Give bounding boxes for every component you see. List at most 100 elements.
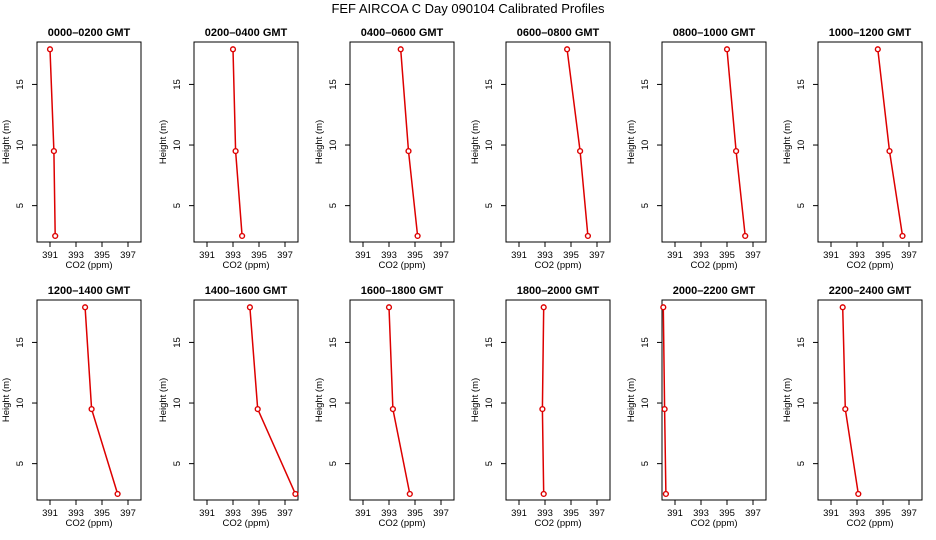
x-tick-label: 397 bbox=[589, 250, 605, 261]
y-axis-label: Height (m) bbox=[470, 120, 481, 164]
plot-frame bbox=[505, 299, 611, 501]
y-tick-label: 5 bbox=[15, 203, 26, 208]
panel-title: 1200–1400 GMT bbox=[48, 285, 131, 297]
x-tick-label: 391 bbox=[42, 508, 58, 519]
x-tick-label: 395 bbox=[875, 250, 891, 261]
x-tick-label: 397 bbox=[901, 250, 917, 261]
x-tick-label: 397 bbox=[745, 250, 761, 261]
x-tick-label: 395 bbox=[407, 508, 423, 519]
plot-frame bbox=[36, 299, 142, 501]
x-tick-label: 395 bbox=[719, 250, 735, 261]
profile-line bbox=[49, 49, 56, 236]
x-axis-label: CO2 (ppm) bbox=[691, 260, 738, 271]
x-tick-label: 391 bbox=[823, 250, 839, 261]
x-tick-label: 395 bbox=[563, 508, 579, 519]
profile-line bbox=[399, 49, 419, 236]
y-axis-label: Height (m) bbox=[158, 120, 169, 164]
x-tick-label: 393 bbox=[537, 250, 553, 261]
y-axis-label: Height (m) bbox=[470, 378, 481, 422]
plot-frame bbox=[505, 41, 611, 243]
x-tick-label: 393 bbox=[225, 508, 241, 519]
x-axis-label: CO2 (ppm) bbox=[535, 260, 582, 271]
panel-title: 2200–2400 GMT bbox=[829, 285, 912, 297]
panel-title: 1800–2000 GMT bbox=[517, 285, 600, 297]
x-tick-label: 395 bbox=[94, 508, 110, 519]
profile-panel: 0600–0800 GMT 391 393 395 397 5 10 15 CO2 (ppm) H… bbox=[470, 27, 611, 271]
panel-title: 0400–0600 GMT bbox=[361, 27, 444, 39]
x-tick-label: 393 bbox=[849, 250, 865, 261]
y-axis-label: Height (m) bbox=[1, 120, 12, 164]
x-tick-label: 393 bbox=[693, 508, 709, 519]
y-tick-label: 5 bbox=[172, 461, 183, 466]
profile-point bbox=[842, 405, 849, 413]
y-tick-label: 10 bbox=[796, 398, 807, 409]
figure-title: FEF AIRCOA C Day 090104 Calibrated Profi… bbox=[331, 1, 605, 16]
plot-frame bbox=[817, 41, 923, 243]
profile-point bbox=[406, 490, 413, 498]
profile-point bbox=[899, 232, 906, 240]
y-axis-label: Height (m) bbox=[782, 378, 793, 422]
y-tick-label: 5 bbox=[640, 203, 651, 208]
y-tick-label: 15 bbox=[796, 337, 807, 348]
profile-line bbox=[541, 307, 545, 494]
panel-title: 1600–1800 GMT bbox=[361, 285, 444, 297]
profile-line bbox=[566, 49, 589, 236]
x-tick-label: 391 bbox=[823, 508, 839, 519]
profile-point bbox=[723, 46, 731, 53]
y-tick-label: 10 bbox=[640, 140, 651, 151]
profile-point bbox=[405, 147, 412, 155]
x-tick-label: 393 bbox=[225, 250, 241, 261]
y-tick-label: 10 bbox=[172, 140, 183, 151]
x-tick-label: 391 bbox=[667, 508, 683, 519]
y-tick-label: 5 bbox=[328, 203, 339, 208]
y-tick-label: 10 bbox=[484, 140, 495, 151]
profile-point bbox=[397, 46, 404, 53]
profile-point bbox=[81, 304, 89, 311]
x-axis-label: CO2 (ppm) bbox=[223, 518, 270, 529]
profile-point bbox=[52, 232, 59, 240]
y-tick-label: 15 bbox=[15, 337, 26, 348]
x-tick-label: 395 bbox=[251, 508, 267, 519]
y-tick-label: 10 bbox=[484, 398, 495, 409]
profile-point bbox=[540, 304, 547, 311]
x-tick-label: 395 bbox=[719, 508, 735, 519]
plot-frame bbox=[36, 41, 142, 243]
y-tick-label: 10 bbox=[328, 398, 339, 409]
x-tick-label: 393 bbox=[537, 508, 553, 519]
x-tick-label: 397 bbox=[120, 250, 136, 261]
profile-panel: 0400–0600 GMT 391 393 395 397 5 10 15 CO2 (ppm) H… bbox=[314, 27, 455, 271]
y-axis-label: Height (m) bbox=[626, 378, 637, 422]
y-tick-label: 15 bbox=[640, 337, 651, 348]
profile-point bbox=[662, 490, 670, 498]
profile-line bbox=[388, 307, 411, 495]
profile-point bbox=[50, 147, 58, 155]
panels-grid: 0000–0200 GMT 391 393 395 397 5 10 15 CO2 (ppm) H… bbox=[1, 27, 923, 529]
profile-point bbox=[292, 490, 299, 498]
profile-panel: 1000–1200 GMT 391 393 395 397 5 10 15 CO2 (ppm) H… bbox=[782, 27, 923, 271]
x-tick-label: 395 bbox=[251, 250, 267, 261]
x-tick-label: 391 bbox=[511, 250, 527, 261]
x-tick-label: 395 bbox=[563, 250, 579, 261]
profile-point bbox=[239, 232, 246, 240]
y-axis-label: Height (m) bbox=[314, 120, 325, 164]
panel-title: 1400–1600 GMT bbox=[205, 285, 288, 297]
plot-frame bbox=[349, 41, 455, 243]
profile-line bbox=[84, 307, 119, 495]
x-tick-label: 393 bbox=[381, 508, 397, 519]
plot-frame bbox=[193, 299, 299, 501]
x-tick-label: 391 bbox=[199, 250, 215, 261]
profile-line bbox=[877, 49, 904, 237]
y-tick-label: 5 bbox=[172, 203, 183, 208]
x-axis-label: CO2 (ppm) bbox=[379, 260, 426, 271]
profile-point bbox=[732, 147, 740, 155]
y-tick-label: 15 bbox=[328, 79, 339, 90]
y-tick-label: 10 bbox=[172, 398, 183, 409]
y-tick-label: 10 bbox=[796, 140, 807, 151]
x-tick-label: 395 bbox=[875, 508, 891, 519]
x-tick-label: 397 bbox=[277, 508, 293, 519]
plot-frame bbox=[349, 299, 455, 501]
x-tick-label: 397 bbox=[745, 508, 761, 519]
x-tick-label: 397 bbox=[433, 250, 449, 261]
y-tick-label: 5 bbox=[796, 203, 807, 208]
